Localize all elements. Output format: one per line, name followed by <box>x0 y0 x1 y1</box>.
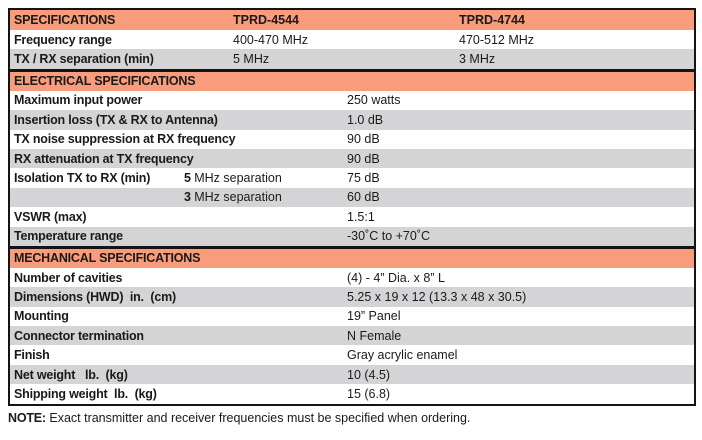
spec-label: Insertion loss (TX & RX to Antenna) <box>14 112 218 127</box>
spec-label: VSWR (max) <box>14 209 87 224</box>
spec-label: Dimensions (HWD) in. (cm) <box>14 289 176 304</box>
table-row-temperature-range: Temperature range -30˚C to +70˚C <box>10 226 694 246</box>
spec-label: Number of cavities <box>14 270 123 285</box>
spec-sublabel: 5 MHz separation <box>184 171 347 185</box>
section-header-mechanical: MECHANICAL SPECIFICATIONS <box>10 245 694 268</box>
table-row-net-weight: Net weight lb. (kg) 10 (4.5) <box>10 364 694 385</box>
spec-value: 90 dB <box>347 151 380 166</box>
table-row-shipping-weight: Shipping weight lb. (kg) 15 (6.8) <box>10 384 694 404</box>
footnote-text: Exact transmitter and receiver frequenci… <box>45 411 471 425</box>
table-row-rx-attenuation: RX attenuation at TX frequency 90 dB <box>10 148 694 169</box>
spec-label: Mounting <box>14 309 69 324</box>
header-model-tprd-4744: TPRD-4744 <box>459 13 525 27</box>
table-row-tx-rx-separation: TX / RX separation (min) 5 MHz 3 MHz <box>10 49 694 69</box>
spec-label: TX noise suppression at RX frequency <box>14 132 236 147</box>
spec-label: TX / RX separation (min) <box>14 52 154 67</box>
separation-text: MHz separation <box>190 190 282 205</box>
footnote: NOTE: Exact transmitter and receiver fre… <box>8 411 470 425</box>
spec-value: 90 dB <box>347 132 380 147</box>
spec-label: RX attenuation at TX frequency <box>14 151 194 166</box>
spec-label: Net weight lb. (kg) <box>14 367 128 382</box>
spec-label: Shipping weight lb. (kg) <box>14 386 157 401</box>
table-row-dimensions: Dimensions (HWD) in. (cm) 5.25 x 19 x 12… <box>10 287 694 307</box>
spec-label: Connector termination <box>14 328 144 343</box>
spec-value-4744: 470-512 MHz <box>459 32 535 47</box>
header-model-tprd-4544: TPRD-4544 <box>233 13 299 27</box>
spec-value: (4) - 4” Dia. x 8” L <box>347 270 445 285</box>
spec-value-4544: 5 MHz <box>233 52 270 67</box>
spec-label: Isolation TX to RX (min) <box>14 171 151 186</box>
header-specifications: SPECIFICATIONS <box>14 13 116 27</box>
table-row-number-of-cavities: Number of cavities (4) - 4” Dia. x 8” L <box>10 267 694 288</box>
separation-number: 5 <box>184 171 191 186</box>
table-row-tx-noise-suppression: TX noise suppression at RX frequency 90 … <box>10 129 694 149</box>
separation-text: MHz separation <box>190 171 282 186</box>
spec-value: 75 dB <box>347 171 380 186</box>
table-row-mounting: Mounting 19” Panel <box>10 306 694 327</box>
spec-label: Temperature range <box>14 229 123 244</box>
spec-label: Finish <box>14 348 50 363</box>
table-row-frequency-range: Frequency range 400-470 MHz 470-512 MHz <box>10 30 694 50</box>
section-header-electrical: ELECTRICAL SPECIFICATIONS <box>10 68 694 91</box>
table-row-connector-termination: Connector termination N Female <box>10 326 694 346</box>
spec-value: Gray acrylic enamel <box>347 348 458 363</box>
spec-value: 1.5:1 <box>347 209 375 224</box>
spec-label: Frequency range <box>14 32 112 47</box>
spec-value: 250 watts <box>347 93 401 108</box>
spec-value: N Female <box>347 328 402 343</box>
spec-value: 10 (4.5) <box>347 367 391 382</box>
separation-number: 3 <box>184 190 191 205</box>
spec-value: 15 (6.8) <box>347 386 391 401</box>
spec-label: Maximum input power <box>14 93 143 108</box>
spec-value: 1.0 dB <box>347 112 384 127</box>
table-row-insertion-loss: Insertion loss (TX & RX to Antenna) 1.0 … <box>10 110 694 130</box>
table-row-isolation-5mhz: Isolation TX to RX (min) 5 MHz separatio… <box>10 168 694 188</box>
spec-sublabel: 3 MHz separation <box>184 190 347 204</box>
spec-value: 19” Panel <box>347 309 401 324</box>
specifications-table: SPECIFICATIONS TPRD-4544 TPRD-4744 Frequ… <box>8 8 696 406</box>
spec-value: -30˚C to +70˚C <box>347 229 431 244</box>
table-header-row: SPECIFICATIONS TPRD-4544 TPRD-4744 <box>10 10 694 30</box>
table-row-isolation-3mhz: 3 MHz separation 60 dB <box>10 187 694 208</box>
spec-value: 5.25 x 19 x 12 (13.3 x 48 x 30.5) <box>347 289 527 304</box>
footnote-prefix: NOTE: <box>8 411 46 425</box>
spec-value: 60 dB <box>347 190 380 205</box>
table-row-max-input-power: Maximum input power 250 watts <box>10 90 694 111</box>
spec-value-4744: 3 MHz <box>459 52 496 67</box>
table-row-vswr: VSWR (max) 1.5:1 <box>10 207 694 227</box>
spec-value-4544: 400-470 MHz <box>233 32 309 47</box>
table-row-finish: Finish Gray acrylic enamel <box>10 345 694 365</box>
